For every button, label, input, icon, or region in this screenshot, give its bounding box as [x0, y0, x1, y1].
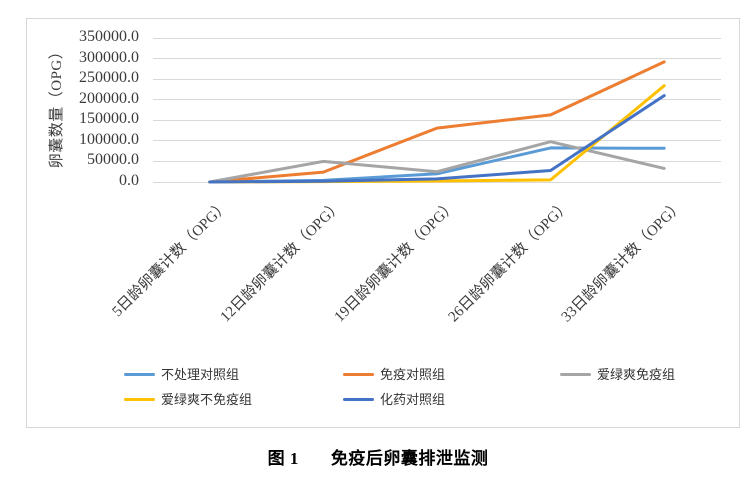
legend-item: 爱绿爽免疫组	[560, 367, 675, 382]
y-tick-label: 250000.0	[79, 69, 139, 87]
y-tick-label: 300000.0	[79, 48, 139, 66]
legend-item: 化药对照组	[343, 392, 445, 407]
gridline	[153, 99, 721, 101]
figure-caption-number: 图 1	[267, 449, 299, 468]
plot-area	[153, 37, 721, 184]
y-tick-label: 150000.0	[79, 110, 139, 128]
legend-item: 免疫对照组	[343, 367, 445, 382]
legend-line-swatch	[124, 373, 155, 376]
legend-label: 化药对照组	[380, 392, 446, 407]
legend-label: 爱绿爽免疫组	[597, 367, 676, 382]
figure-caption-text: 免疫后卵囊排泄监测	[330, 449, 489, 468]
legend-label: 不处理对照组	[161, 367, 240, 382]
legend-line-swatch	[124, 398, 155, 401]
y-tick-label: 200000.0	[79, 89, 139, 107]
gridline	[153, 119, 721, 121]
y-tick-label: 100000.0	[79, 130, 139, 148]
x-tick-label: 33日龄卵囊计数（OPG）	[558, 197, 687, 326]
legend-line-swatch	[343, 373, 374, 376]
legend-line-swatch	[560, 373, 591, 376]
x-tick-label: 19日龄卵囊计数（OPG）	[331, 197, 460, 326]
legend-item: 不处理对照组	[124, 367, 239, 382]
legend-item: 爱绿爽不免疫组	[124, 392, 252, 407]
figure-caption: 图 1 免疫后卵囊排泄监测	[0, 444, 756, 469]
x-tick-label: 12日龄卵囊计数（OPG）	[218, 197, 347, 326]
y-tick-label: 350000.0	[79, 28, 139, 45]
gridline	[153, 58, 721, 60]
series-line	[208, 84, 666, 184]
chart-frame: 卵囊数量（OPG） 0.0 50000.0 100000.0 150000.0 2000…	[26, 18, 740, 428]
gridline	[153, 140, 721, 142]
y-tick-label: 50000.0	[87, 151, 139, 169]
legend-label: 爱绿爽不免疫组	[161, 392, 253, 407]
legend-label: 免疫对照组	[380, 367, 446, 382]
series-line	[208, 60, 666, 184]
series-line	[208, 94, 666, 184]
y-tick-label: 0.0	[119, 172, 139, 189]
legend-line-swatch	[343, 398, 374, 401]
line-series-plot	[208, 60, 666, 184]
gridline	[153, 37, 721, 39]
series-line	[208, 140, 666, 184]
gridline	[153, 160, 721, 162]
gridline	[153, 78, 721, 80]
x-tick-label: 5日龄卵囊计数（OPG）	[109, 197, 233, 321]
x-tick-label: 26日龄卵囊计数（OPG）	[445, 197, 574, 326]
